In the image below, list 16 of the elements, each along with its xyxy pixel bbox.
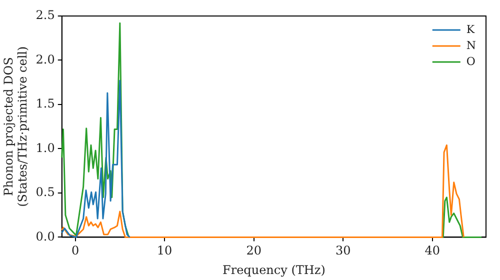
x-tick-label: 40	[424, 244, 440, 258]
x-tick-label: 0	[71, 244, 80, 258]
y-tick-label: 1.0	[36, 140, 55, 155]
y-tick-label: 1.5	[36, 96, 55, 111]
y-tick-label: 0.0	[36, 229, 55, 244]
y-tick-label: 2.5	[36, 8, 55, 22]
legend-label: N	[466, 38, 476, 52]
y-axis-title: Phonon projected DOS (States/THz·primitive cell)	[1, 46, 30, 207]
legend-label: O	[466, 54, 476, 68]
x-tick-label: 10	[156, 244, 172, 258]
x-tick-label: 30	[336, 244, 351, 258]
x-axis-title: Frequency (THz)	[222, 262, 326, 277]
y-tick-label: 2.0	[36, 52, 55, 66]
x-tick-label: 20	[246, 244, 262, 258]
legend-label: K	[466, 22, 476, 36]
y-tick-label: 0.5	[36, 185, 55, 200]
